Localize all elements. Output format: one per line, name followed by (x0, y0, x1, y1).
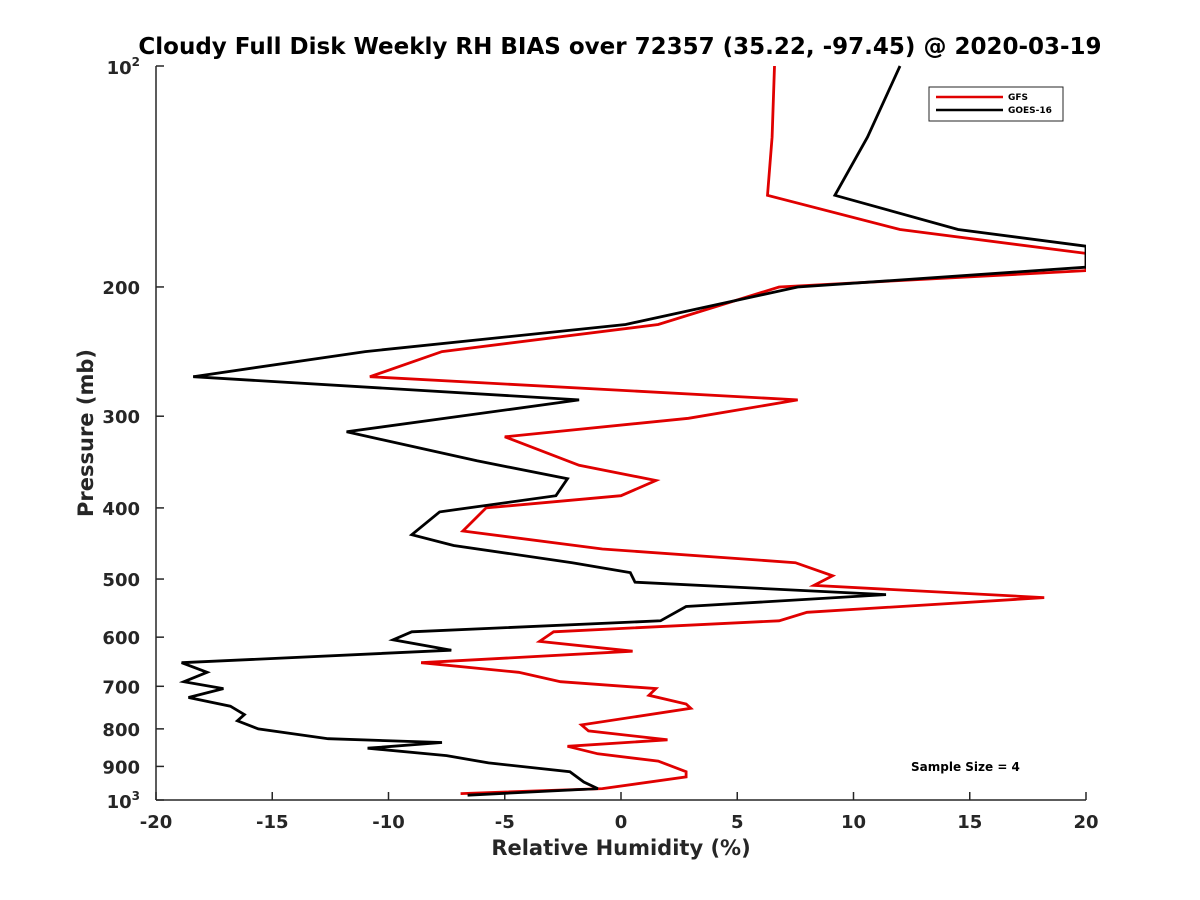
x-tick-label: 15 (957, 812, 982, 833)
x-tick-label: 5 (731, 812, 744, 833)
y-tick-label: 600 (102, 628, 140, 649)
x-tick-label: 0 (615, 812, 628, 833)
series-lines (178, 65, 1086, 797)
y-tick-label: 300 (102, 407, 140, 428)
x-tick-label: -15 (256, 812, 289, 833)
legend-box (928, 86, 1064, 122)
legend-label-gfs: GFS (1008, 93, 1028, 103)
x-tick-label: -5 (495, 812, 515, 833)
series-line-goes16 (178, 65, 1086, 797)
y-tick-label-bottom: 103 (107, 789, 140, 813)
legend: GFS GOES-16 (928, 86, 1064, 122)
legend-label-goes16: GOES-16 (1008, 106, 1052, 116)
x-tick-label: 20 (1073, 812, 1098, 833)
x-tick-label: -20 (140, 812, 173, 833)
y-tick-label: 700 (102, 677, 140, 698)
x-tick-label: 10 (841, 812, 866, 833)
y-tick-label: 800 (102, 720, 140, 741)
x-axis-ticks: -20 -15 -10 -5 0 5 10 15 20 (140, 792, 1099, 833)
y-tick-label: 400 (102, 499, 140, 520)
y-tick-label: 900 (102, 757, 140, 778)
series-line-gfs (369, 65, 1086, 795)
x-axis-label: Relative Humidity (%) (491, 836, 750, 860)
y-axis-label: Pressure (mb) (74, 349, 98, 517)
y-tick-label: 500 (102, 570, 140, 591)
sample-size-annotation: Sample Size = 4 (911, 760, 1020, 774)
y-tick-label: 200 (102, 278, 140, 299)
x-tick-label: -10 (372, 812, 405, 833)
y-tick-label-top: 102 (107, 55, 140, 79)
y-axis-ticks: 200 300 400 500 600 700 800 900 (102, 65, 164, 801)
chart-title: Cloudy Full Disk Weekly RH BIAS over 723… (138, 34, 1101, 60)
